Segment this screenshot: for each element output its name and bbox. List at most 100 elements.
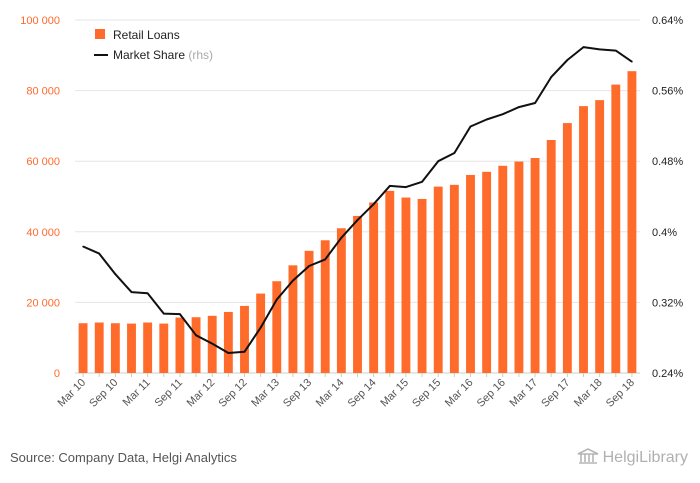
bar-retail-loans	[78, 323, 88, 373]
x-tick-label: Sep 15	[410, 377, 443, 410]
bar-retail-loans	[159, 323, 169, 373]
right-tick-label: 0.56%	[652, 86, 683, 98]
point-market-share	[211, 342, 214, 345]
bar-retail-loans	[433, 186, 443, 373]
x-tick-label: Mar 14	[314, 377, 347, 410]
bar-retail-loans	[546, 140, 556, 373]
bar-retail-loans	[175, 317, 185, 373]
bar-retail-loans	[611, 84, 621, 373]
bar-retail-loans	[401, 197, 411, 373]
x-tick-label: Mar 11	[121, 377, 153, 409]
point-market-share	[292, 279, 294, 282]
point-market-share	[324, 258, 327, 261]
x-tick-label: Sep 11	[152, 377, 185, 410]
x-tick-label: Mar 18	[572, 377, 605, 410]
point-market-share	[179, 313, 181, 315]
bar-retail-loans	[304, 250, 314, 373]
bar-retail-loans	[143, 322, 153, 373]
point-market-share	[566, 59, 569, 61]
bar-retail-loans	[369, 202, 379, 373]
point-market-share	[130, 291, 133, 293]
left-tick-label: 100 000	[20, 15, 60, 27]
point-market-share	[243, 351, 246, 353]
bar-retail-loans	[240, 305, 249, 373]
point-market-share	[437, 160, 440, 162]
point-market-share	[582, 46, 585, 48]
bar-retail-loans	[530, 158, 540, 373]
bar-retail-loans	[353, 215, 362, 373]
x-tick-label: Sep 10	[87, 377, 120, 410]
bar-retail-loans	[562, 123, 572, 374]
point-market-share	[614, 49, 617, 52]
legend-label-retail-loans: Retail Loans	[113, 28, 180, 42]
point-market-share	[195, 334, 197, 337]
bars-retail-loans	[78, 71, 637, 374]
bar-retail-loans	[514, 161, 524, 373]
point-market-share	[372, 203, 375, 205]
point-market-share	[259, 326, 262, 329]
bar-retail-loans	[191, 317, 201, 373]
point-market-share	[518, 106, 520, 108]
point-market-share	[308, 265, 310, 267]
right-tick-label: 0.24%	[652, 368, 683, 380]
bar-retail-loans	[595, 100, 605, 374]
point-market-share	[485, 118, 488, 121]
left-tick-label: 20 000	[26, 297, 60, 309]
right-tick-label: 0.32%	[652, 297, 683, 309]
left-tick-label: 80 000	[26, 86, 60, 98]
line-market-share	[82, 46, 633, 354]
x-tick-label: Sep 12	[216, 377, 249, 410]
x-tick-label: Sep 13	[281, 377, 314, 410]
bar-retail-loans	[110, 323, 120, 373]
left-tick-label: 60 000	[26, 156, 60, 168]
point-market-share	[98, 252, 101, 255]
point-market-share	[598, 48, 601, 51]
point-market-share	[550, 76, 553, 78]
bar-retail-loans	[223, 311, 233, 373]
point-market-share	[82, 245, 84, 248]
right-tick-label: 0.64%	[652, 15, 683, 27]
bar-retail-loans	[127, 323, 136, 373]
point-market-share	[356, 219, 359, 221]
x-tick-label: Mar 17	[507, 377, 540, 410]
x-tick-label: Mar 10	[55, 377, 88, 410]
bar-retail-loans	[272, 281, 282, 373]
point-market-share	[534, 102, 536, 104]
left-axis-ticks: 0 20 000 40 000 60 000 80 000 100 000	[20, 15, 60, 380]
point-market-share	[146, 292, 149, 295]
x-tick-label: Mar 16	[443, 377, 476, 410]
bar-retail-loans	[256, 293, 266, 373]
point-market-share	[453, 152, 456, 154]
x-tick-label: Mar 13	[249, 377, 282, 410]
bar-retail-loans	[288, 265, 298, 373]
legend: Retail Loans Market Share (rhs)	[94, 28, 213, 62]
point-market-share	[405, 186, 407, 188]
right-tick-label: 0.48%	[652, 156, 683, 168]
logo-text: HelgiLibrary	[602, 449, 688, 466]
bar-retail-loans	[385, 190, 395, 373]
right-tick-label: 0.4%	[652, 227, 677, 239]
point-market-share	[340, 236, 343, 239]
source-note: Source: Company Data, Helgi Analytics	[10, 450, 237, 465]
library-building-icon	[577, 448, 599, 469]
x-tick-label: Sep 18	[604, 377, 637, 410]
bar-retail-loans	[449, 184, 459, 373]
legend-label-market-share-name: Market Share	[113, 48, 185, 62]
x-tick-label: Sep 17	[539, 377, 572, 410]
bar-retail-loans	[466, 174, 475, 373]
legend-swatch-retail-loans	[95, 29, 105, 39]
left-tick-label: 40 000	[26, 227, 60, 239]
legend-label-market-share: Market Share (rhs)	[113, 48, 213, 62]
point-market-share	[227, 352, 230, 354]
bar-retail-loans	[627, 71, 637, 373]
point-market-share	[162, 312, 165, 315]
x-tick-label: Mar 15	[378, 377, 411, 410]
point-market-share	[421, 180, 423, 183]
right-axis-ticks: 0.24% 0.32% 0.4% 0.48% 0.56% 0.64%	[652, 15, 683, 380]
x-tick-label: Sep 16	[475, 377, 508, 410]
bar-retail-loans	[482, 171, 492, 373]
bar-retail-loans	[320, 240, 330, 373]
point-market-share	[501, 113, 504, 115]
bar-retail-loans	[336, 228, 346, 373]
